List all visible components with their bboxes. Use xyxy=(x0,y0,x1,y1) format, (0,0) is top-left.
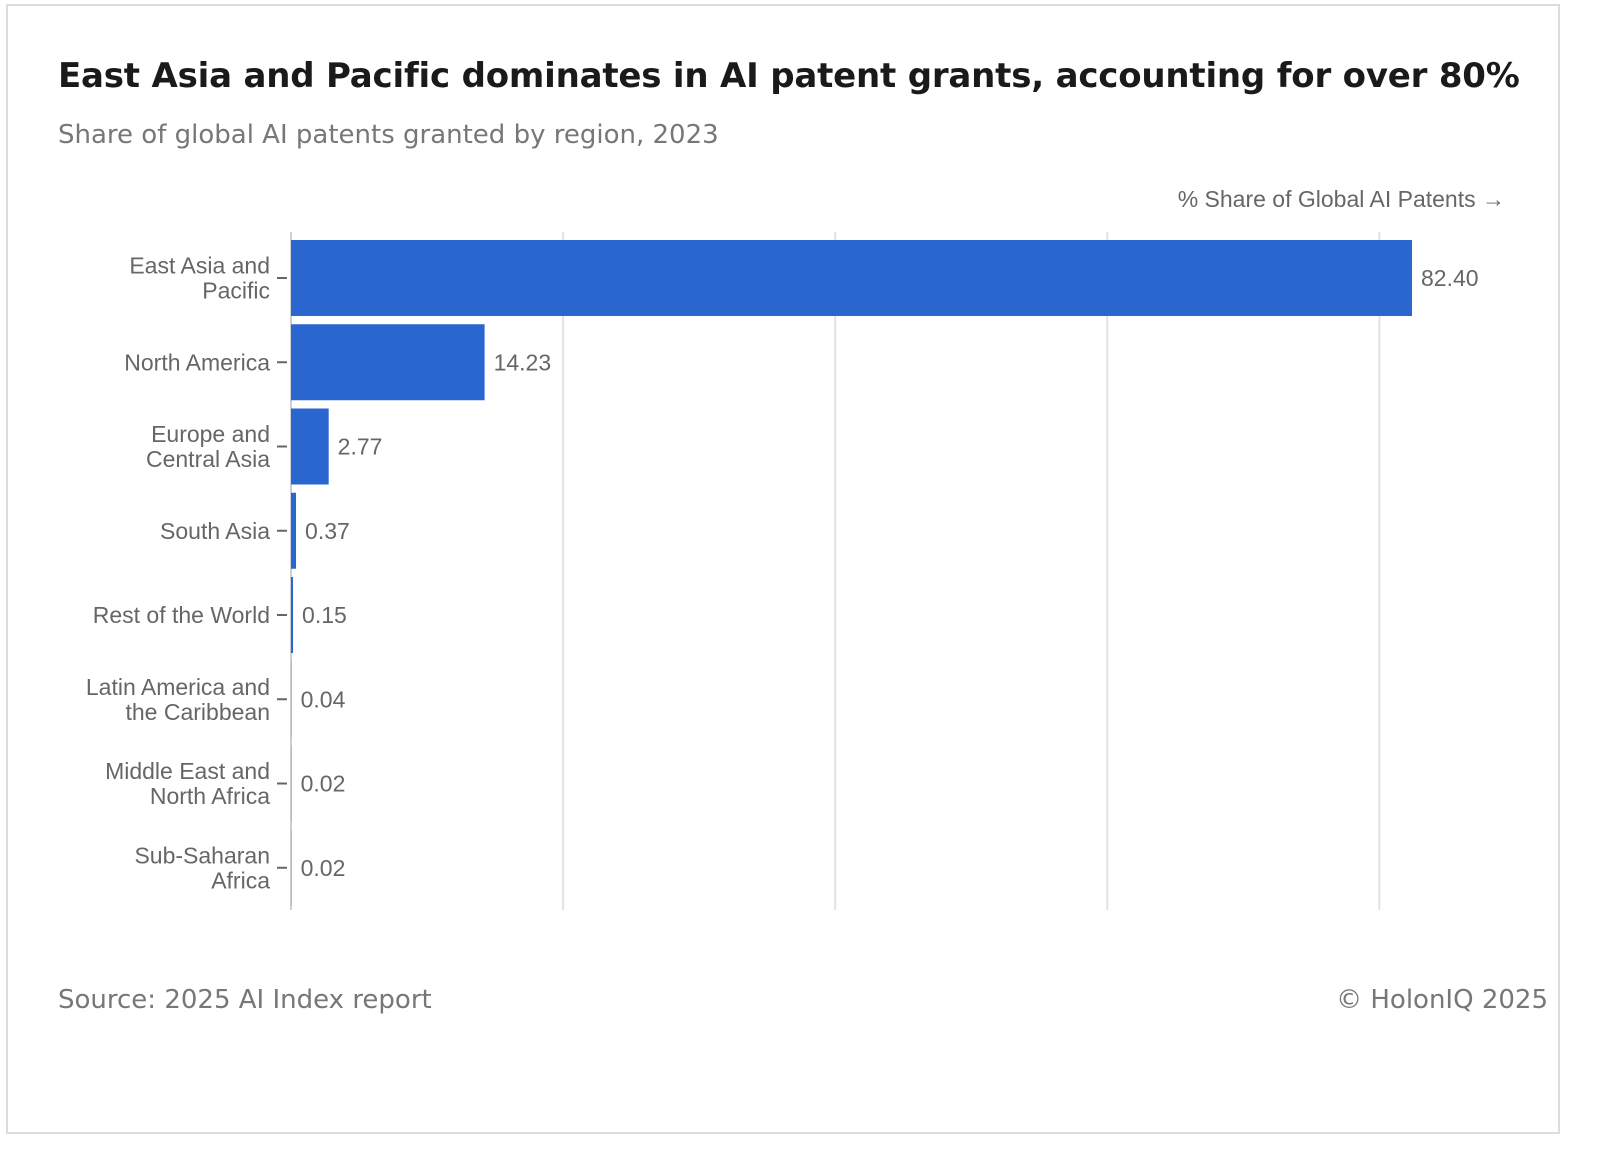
value-label-6: 0.02 xyxy=(301,771,346,797)
bar-1[interactable] xyxy=(291,324,485,401)
category-label-6-1: North Africa xyxy=(150,783,270,809)
value-label-4: 0.15 xyxy=(302,602,347,628)
category-label-2-1: Central Asia xyxy=(146,446,270,472)
category-label-1-0: North America xyxy=(124,349,270,375)
bars xyxy=(291,240,1412,906)
bar-2[interactable] xyxy=(291,408,329,485)
category-label-7-1: Africa xyxy=(211,867,270,893)
bar-3[interactable] xyxy=(291,492,297,569)
copyright-note: © HolonIQ 2025 xyxy=(1336,985,1548,1015)
category-label-5-1: the Caribbean xyxy=(126,699,271,725)
category-label-3-0: South Asia xyxy=(160,518,270,544)
bar-7[interactable] xyxy=(291,829,292,906)
bar-6[interactable] xyxy=(291,745,292,822)
chart-title: East Asia and Pacific dominates in AI pa… xyxy=(58,56,1520,96)
bar-5[interactable] xyxy=(291,661,292,738)
category-label-4-0: Rest of the World xyxy=(93,602,270,628)
value-label-7: 0.02 xyxy=(301,855,346,881)
chart-subtitle: Share of global AI patents granted by re… xyxy=(58,120,719,150)
bar-4[interactable] xyxy=(291,577,294,653)
source-note: Source: 2025 AI Index report xyxy=(58,985,432,1015)
value-label-1: 14.23 xyxy=(494,349,552,375)
category-label-0-0: East Asia and xyxy=(129,253,270,279)
category-label-2-0: Europe and xyxy=(151,421,270,447)
value-label-5: 0.04 xyxy=(301,686,346,712)
category-label-7-0: Sub-Saharan xyxy=(134,842,270,868)
category-label-0-1: Pacific xyxy=(202,278,270,304)
bar-0[interactable] xyxy=(291,240,1412,316)
value-label-3: 0.37 xyxy=(305,518,350,544)
category-label-5-0: Latin America and xyxy=(86,674,270,700)
value-label-2: 2.77 xyxy=(338,434,383,460)
x-axis-title: % Share of Global AI Patents → xyxy=(1178,186,1505,212)
category-label-6-0: Middle East and xyxy=(105,758,270,784)
chart-frame xyxy=(6,4,1560,1134)
gridlines xyxy=(290,232,1381,910)
value-label-0: 82.40 xyxy=(1421,265,1479,291)
